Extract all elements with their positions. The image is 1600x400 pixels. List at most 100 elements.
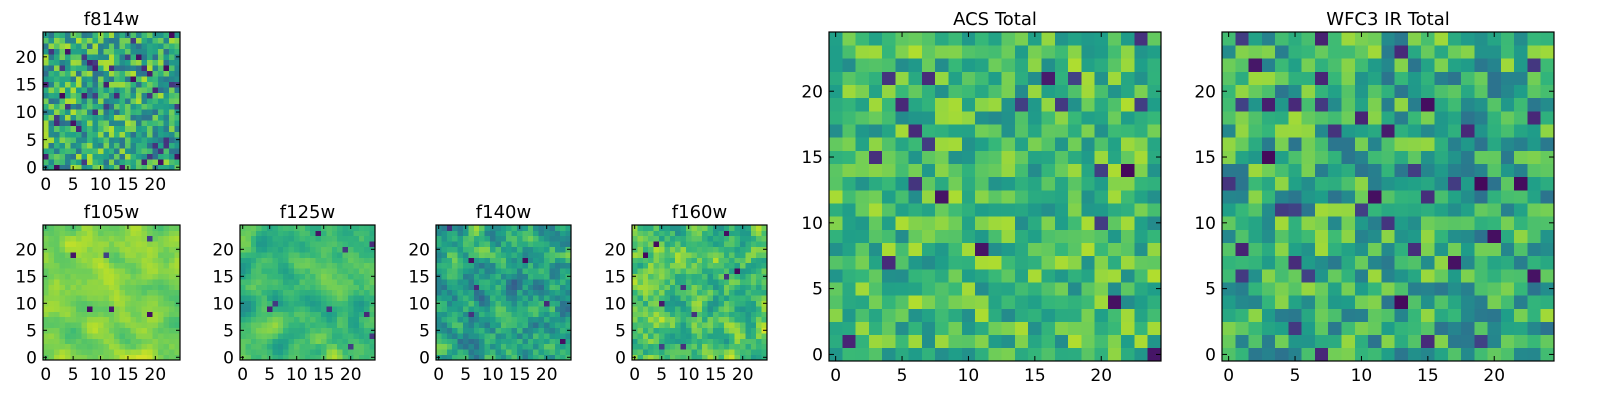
heat-cell — [348, 316, 354, 323]
heat-cell — [882, 347, 896, 362]
heat-cell — [653, 241, 660, 247]
heat-cell — [342, 316, 349, 323]
heat-cell — [59, 109, 66, 116]
heat-cell — [718, 268, 725, 274]
heat-cell — [1301, 268, 1316, 283]
heat-cell — [1261, 32, 1276, 46]
heat-cell — [70, 289, 77, 296]
heat-cell — [64, 316, 71, 323]
heat-cell — [358, 300, 365, 307]
heat-cell — [921, 347, 936, 362]
heat-cell — [81, 153, 88, 160]
heat-cell — [1314, 242, 1329, 257]
heat-cell — [680, 225, 687, 231]
heat-cell — [975, 255, 989, 270]
heat-cell — [1235, 308, 1249, 322]
heat-cell — [1407, 255, 1422, 270]
heat-cell — [1421, 334, 1435, 349]
heat-cell — [1461, 84, 1475, 99]
heat-cell — [114, 136, 121, 143]
heat-cell — [119, 109, 126, 116]
heat-cell — [637, 225, 644, 231]
heat-cell — [734, 241, 741, 247]
heat-cell — [1461, 176, 1475, 191]
heat-cell — [59, 131, 66, 138]
heat-cell — [1222, 229, 1236, 243]
heat-cell — [659, 289, 665, 296]
heat-cell — [664, 230, 671, 237]
heat-cell — [163, 54, 170, 60]
heat-cell — [59, 241, 66, 247]
heat-cell — [691, 284, 698, 291]
heat-cell — [97, 48, 104, 55]
heat-cell — [108, 59, 115, 66]
heat-cell — [97, 235, 104, 242]
heat-cell — [163, 37, 170, 44]
heat-cell — [86, 54, 93, 60]
heat-cell — [152, 343, 159, 350]
heat-cell — [441, 354, 448, 361]
heat-cell — [642, 246, 649, 253]
heat-cell — [272, 327, 279, 334]
heat-cell — [81, 142, 88, 149]
heat-cell — [1107, 321, 1122, 336]
heat-cell — [163, 295, 170, 301]
heat-cell — [935, 268, 949, 283]
heat-cell — [1461, 163, 1475, 178]
heat-cell — [125, 295, 132, 301]
heat-cell — [882, 71, 896, 86]
heat-cell — [441, 225, 448, 231]
heat-cell — [511, 300, 518, 307]
heat-cell — [114, 279, 121, 285]
heat-cell — [141, 300, 148, 307]
heat-cell — [86, 225, 93, 231]
heat-cell — [653, 246, 660, 253]
heat-cell — [1328, 189, 1342, 204]
heat-cell — [158, 70, 164, 77]
heat-cell — [829, 163, 843, 178]
heat-cell — [948, 110, 963, 125]
heat-cell — [277, 354, 284, 361]
heat-cell — [256, 306, 262, 312]
heat-cell — [315, 316, 322, 323]
heat-cell — [1054, 32, 1069, 46]
heat-cell — [158, 225, 164, 231]
heat-cell — [1381, 308, 1396, 322]
heat-cell — [130, 338, 137, 345]
heat-cell — [1147, 124, 1162, 138]
heat-cell — [315, 279, 322, 285]
heat-cell — [948, 32, 963, 46]
heat-cell — [103, 279, 110, 285]
heat-cell — [457, 235, 464, 242]
heat-cell — [669, 225, 676, 231]
heat-cell — [1094, 58, 1109, 72]
heat-cell — [1054, 176, 1069, 191]
heat-cell — [517, 235, 523, 242]
heat-cell — [659, 279, 665, 285]
heat-cell — [1261, 242, 1276, 257]
heat-cell — [315, 327, 322, 334]
heat-cell — [256, 246, 262, 253]
heat-cell — [43, 114, 49, 121]
heat-cell — [1001, 321, 1016, 336]
heat-cell — [43, 43, 49, 49]
heat-cell — [304, 279, 311, 285]
heatmap-cells — [240, 225, 376, 361]
heat-cell — [829, 124, 843, 138]
heat-cell — [1381, 137, 1396, 151]
heat-cell — [740, 284, 746, 291]
heat-cell — [975, 32, 989, 46]
heat-cell — [1328, 255, 1342, 270]
heat-cell — [103, 284, 110, 291]
heat-cell — [1134, 137, 1149, 151]
heat-cell — [1421, 255, 1435, 270]
heat-cell — [554, 273, 561, 280]
heat-cell — [729, 289, 735, 296]
heat-cell — [125, 59, 132, 66]
heat-cell — [169, 306, 175, 312]
heat-cell — [59, 76, 66, 83]
heat-cell — [669, 246, 676, 253]
heat-cell — [267, 273, 273, 280]
heat-cell — [642, 284, 649, 291]
heat-cell — [1288, 84, 1303, 99]
